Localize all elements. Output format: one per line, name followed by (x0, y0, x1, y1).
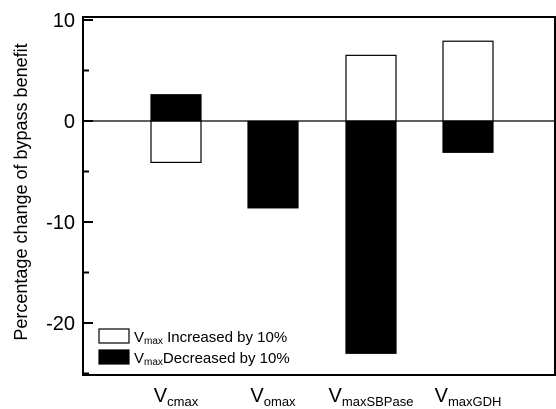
decreased-bar-maxGDH (442, 120, 494, 153)
x-tick-label-maxGDH: VmaxGDH (435, 385, 502, 409)
increased-bar-cmax (150, 120, 202, 164)
y-axis-ticks: 10 0 -10 -20 (46, 10, 93, 375)
increased-bar-maxGDH (442, 40, 494, 122)
y-tick-label: 10 (53, 10, 75, 32)
x-axis-labels: Vcmax Vomax VmaxSBPase VmaxGDH (154, 385, 502, 409)
y-tick-label: 0 (64, 111, 75, 133)
bars-layer (150, 40, 494, 354)
x-tick-label-omax: Vomax (250, 385, 296, 409)
y-tick-label: -20 (46, 313, 75, 335)
decreased-bar-omax (247, 120, 299, 209)
decreased-bar-maxSBPase (345, 120, 397, 354)
increased-bar-maxSBPase (345, 54, 397, 122)
x-tick-label-cmax: Vcmax (154, 385, 199, 409)
legend-label-increased: Vmax Increased by 10% (134, 329, 287, 347)
y-tick-label: -10 (46, 212, 75, 234)
legend-swatch-increased (98, 328, 130, 344)
legend-label-decreased: VmaxDecreased by 10% (134, 350, 290, 368)
x-tick-label-maxSBPase: VmaxSBPase (329, 385, 414, 409)
decreased-bar-cmax (150, 94, 202, 122)
legend-swatch-decreased (98, 349, 130, 365)
legend: Vmax Increased by 10% VmaxDecreased by 10… (98, 328, 290, 368)
y-axis-label: Percentage change of bypass benefit (11, 43, 31, 340)
